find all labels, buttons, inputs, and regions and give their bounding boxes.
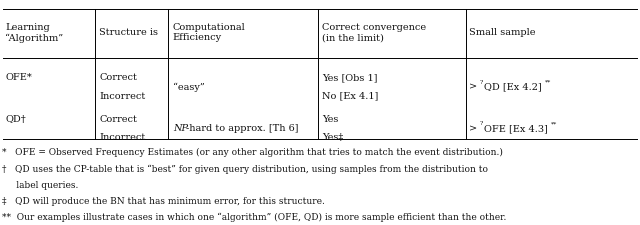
Text: *   OFE = Observed Frequency Estimates (or any other algorithm that tries to mat: * OFE = Observed Frequency Estimates (or… bbox=[2, 147, 503, 156]
Text: ‡   QD will produce the BN that has minimum error, for this structure.: ‡ QD will produce the BN that has minimu… bbox=[2, 196, 324, 205]
Text: Yes: Yes bbox=[322, 115, 339, 124]
Text: OFE [Ex 4.3]: OFE [Ex 4.3] bbox=[484, 124, 548, 133]
Text: Yes‡: Yes‡ bbox=[322, 133, 343, 142]
Text: Correct convergence
(in the limit): Correct convergence (in the limit) bbox=[322, 23, 426, 42]
Text: No [Ex 4.1]: No [Ex 4.1] bbox=[322, 91, 378, 100]
Text: ?: ? bbox=[479, 79, 483, 84]
Text: Incorrect: Incorrect bbox=[99, 133, 145, 142]
Text: QD†: QD† bbox=[5, 115, 26, 124]
Text: Correct: Correct bbox=[99, 73, 137, 82]
Text: label queries.: label queries. bbox=[2, 180, 78, 189]
Text: **  Our examples illustrate cases in which one “algorithm” (OFE, QD) is more sam: ** Our examples illustrate cases in whic… bbox=[2, 212, 506, 221]
Text: NP: NP bbox=[173, 124, 188, 133]
Text: Correct: Correct bbox=[99, 115, 137, 124]
Text: -hard to approx. [Th 6]: -hard to approx. [Th 6] bbox=[186, 124, 299, 133]
Text: ?: ? bbox=[479, 121, 483, 126]
Text: Small sample: Small sample bbox=[469, 28, 536, 37]
Text: Computational
Efficiency: Computational Efficiency bbox=[173, 23, 246, 42]
Text: Incorrect: Incorrect bbox=[99, 91, 145, 100]
Text: Structure is: Structure is bbox=[99, 28, 158, 37]
Text: “easy”: “easy” bbox=[173, 82, 205, 91]
Text: †   QD uses the CP-table that is “best” for given query distribution, using samp: † QD uses the CP-table that is “best” fo… bbox=[2, 164, 488, 173]
Text: >: > bbox=[469, 82, 477, 91]
Text: **: ** bbox=[551, 121, 557, 126]
Text: OFE*: OFE* bbox=[5, 73, 32, 82]
Text: Learning
“Algorithm”: Learning “Algorithm” bbox=[5, 23, 63, 43]
Text: **: ** bbox=[545, 79, 551, 84]
Text: QD [Ex 4.2]: QD [Ex 4.2] bbox=[484, 82, 542, 91]
Text: Yes [Obs 1]: Yes [Obs 1] bbox=[322, 73, 378, 82]
Text: >: > bbox=[469, 124, 477, 133]
